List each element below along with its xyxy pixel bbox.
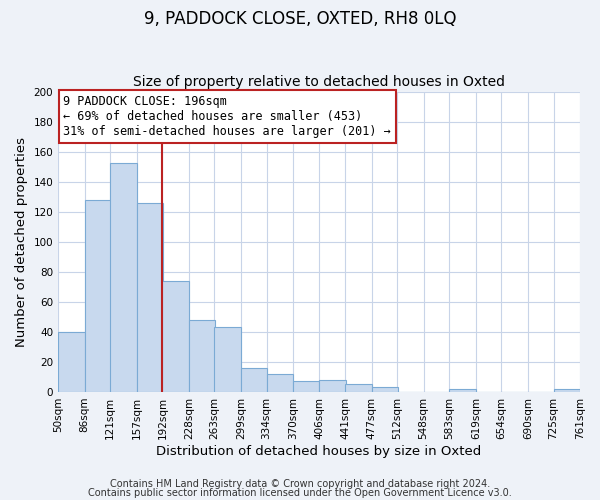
Y-axis label: Number of detached properties: Number of detached properties (15, 137, 28, 347)
Bar (345, 384, 371, 392)
Text: 9 PADDOCK CLOSE: 196sqm
← 69% of detached houses are smaller (453)
31% of semi-d: 9 PADDOCK CLOSE: 196sqm ← 69% of detache… (64, 95, 391, 138)
X-axis label: Distribution of detached houses by size in Oxted: Distribution of detached houses by size … (157, 444, 482, 458)
Text: Contains HM Land Registry data © Crown copyright and database right 2024.: Contains HM Land Registry data © Crown c… (110, 479, 490, 489)
Text: 9, PADDOCK CLOSE, OXTED, RH8 0LQ: 9, PADDOCK CLOSE, OXTED, RH8 0LQ (144, 10, 456, 28)
Bar (241, 368, 268, 392)
Bar (85, 200, 111, 392)
Title: Size of property relative to detached houses in Oxted: Size of property relative to detached ho… (133, 76, 505, 90)
Bar (554, 389, 580, 392)
Bar (58, 332, 85, 392)
Text: Contains public sector information licensed under the Open Government Licence v3: Contains public sector information licen… (88, 488, 512, 498)
Bar (319, 380, 346, 392)
Bar (189, 320, 215, 392)
Bar (293, 382, 319, 392)
Bar (214, 328, 241, 392)
Bar (110, 162, 137, 392)
Bar (137, 203, 163, 392)
Bar (449, 389, 476, 392)
Bar (163, 281, 189, 392)
Bar (371, 388, 398, 392)
Bar (266, 374, 293, 392)
